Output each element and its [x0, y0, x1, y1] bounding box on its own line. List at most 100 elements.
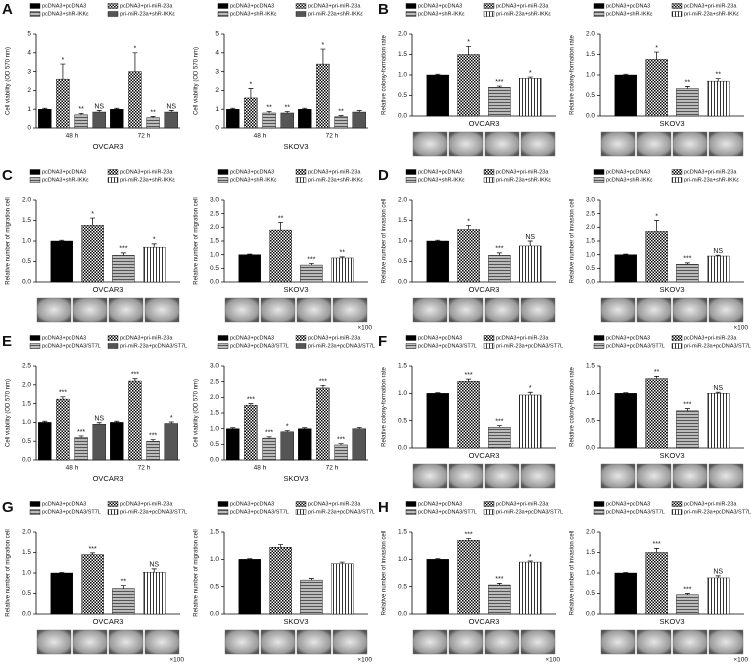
bar	[645, 552, 668, 615]
micrograph	[260, 297, 296, 323]
y-tick-label: 0	[27, 125, 31, 132]
y-tick-label: 1.0	[22, 419, 31, 426]
y-tick-label: 3.0	[210, 363, 219, 370]
y-tick-label: 0.0	[586, 113, 595, 120]
error-bar	[248, 403, 254, 406]
legend-label: pri-miR-23a+pcDNA3/ST7L	[684, 509, 751, 515]
bar	[457, 381, 480, 449]
bar	[676, 264, 699, 283]
legend-label: pcDNA3+pri-miR-23a	[308, 501, 361, 507]
error-bar	[248, 88, 254, 98]
legend-label: pri-miR-23a+pcDNA3/ST7L	[308, 343, 375, 349]
y-tick-label: 0.0	[210, 279, 219, 286]
y-axis-label: Cell viability (OD 570 nm)	[194, 47, 200, 115]
legend-swatch	[29, 343, 41, 349]
significance-label: **	[266, 104, 272, 111]
legend-swatch	[107, 3, 119, 9]
y-axis-label: Relative number of migration cell	[6, 197, 12, 284]
legend-swatch	[405, 343, 417, 349]
significance-label: *	[529, 70, 532, 77]
y-tick-label: 1.0	[22, 238, 31, 245]
legend-label: pcDNA3+pcDNA3	[418, 169, 462, 175]
significance-label: ***	[683, 586, 691, 593]
micrograph	[72, 629, 108, 655]
error-bar	[60, 63, 66, 80]
legend-swatch	[405, 335, 417, 341]
error-bar	[466, 225, 472, 230]
legend-swatch	[405, 169, 417, 175]
bar	[244, 97, 258, 129]
micrograph	[708, 297, 744, 323]
micrograph	[224, 297, 260, 323]
bar	[38, 422, 52, 461]
legend-label: pcDNA3+pcDNA3/ST7L	[418, 343, 477, 349]
micrograph	[412, 463, 448, 489]
bar	[316, 387, 330, 461]
error-bar	[230, 107, 236, 110]
micrograph	[448, 629, 484, 655]
y-tick-label: 1.5	[398, 363, 407, 370]
significance-label: NS	[713, 569, 723, 576]
legend-swatch	[483, 177, 495, 183]
micrograph	[332, 629, 368, 655]
bar	[298, 108, 312, 129]
bar	[92, 424, 106, 461]
legend-swatch	[217, 169, 229, 175]
legend-swatch	[593, 509, 605, 515]
y-tick-label: 0.5	[586, 417, 595, 424]
error-bar	[132, 52, 138, 72]
y-tick-label: 0.0	[22, 611, 31, 618]
y-axis-label: Cell viability (OD 570 nm)	[6, 379, 12, 447]
legend-swatch	[107, 169, 119, 175]
legend-label: pcDNA3+pri-miR-23a	[308, 169, 361, 175]
bar	[707, 577, 730, 615]
y-tick-label: 0.0	[586, 611, 595, 618]
significance-label: **	[284, 104, 290, 111]
x-tick-label: 72 h	[138, 133, 151, 140]
micrograph	[672, 131, 708, 157]
bar	[280, 112, 294, 129]
y-tick-label: 1.0	[586, 570, 595, 577]
y-tick-label: 3.0	[210, 197, 219, 204]
legend-label: pri-miR-23a+pcDNA3/ST7L	[308, 509, 375, 515]
y-tick-label: 2.0	[586, 529, 595, 536]
y-tick-label: 1.0	[398, 556, 407, 563]
y-tick-label: 0.0	[398, 445, 407, 452]
y-tick-label: 0.0	[398, 611, 407, 618]
significance-label: ***	[495, 246, 503, 253]
bar	[614, 254, 637, 283]
x-axis-label: SKOV3	[659, 119, 684, 128]
significance-label: ***	[495, 79, 503, 86]
error-bar	[59, 239, 65, 241]
magnification: ×100	[357, 325, 372, 332]
legend-swatch	[405, 177, 417, 183]
micrograph	[708, 629, 744, 655]
bar	[262, 112, 276, 129]
y-tick-label: 1.5	[22, 400, 31, 407]
legend-swatch	[29, 11, 41, 17]
bar	[488, 584, 511, 615]
legend-label: pcDNA3+pcDNA3	[418, 501, 462, 507]
significance-label: ***	[131, 372, 139, 379]
error-bar	[266, 111, 272, 113]
legend-swatch	[295, 3, 307, 9]
error-bar	[527, 560, 533, 563]
y-tick-label: 4	[27, 50, 31, 57]
y-tick-label: 1.0	[398, 72, 407, 79]
y-axis-label: Relative colony-formation rate	[382, 366, 388, 446]
bar	[226, 108, 240, 129]
significance-label: ***	[653, 541, 661, 548]
error-bar	[338, 115, 344, 117]
significance-label: **	[338, 108, 344, 115]
legend-swatch	[671, 169, 683, 175]
legend-label: pcDNA3+shR-IKKε	[606, 177, 653, 183]
error-bar	[308, 578, 314, 581]
error-bar	[320, 48, 326, 65]
legend-label: pcDNA3+pri-miR-23a	[120, 169, 173, 175]
y-tick-label: 1.5	[398, 217, 407, 224]
significance-label: NS	[94, 103, 104, 110]
bar	[645, 231, 668, 283]
y-tick-label: 2.0	[586, 31, 595, 38]
legend-swatch	[483, 343, 495, 349]
bar	[74, 114, 88, 129]
